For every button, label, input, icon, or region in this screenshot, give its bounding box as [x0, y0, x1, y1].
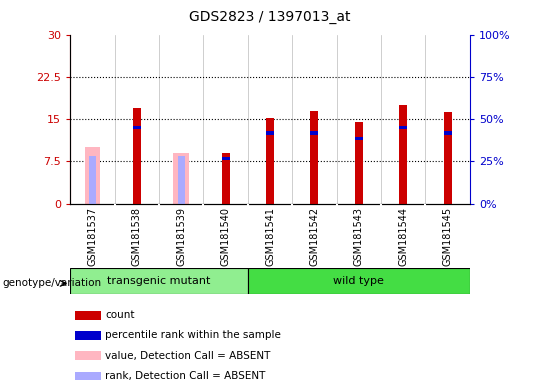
Bar [248, 268, 470, 294]
Text: GSM181538: GSM181538 [132, 207, 142, 266]
Text: percentile rank within the sample: percentile rank within the sample [105, 330, 281, 341]
Bar [133, 126, 141, 129]
Bar [355, 137, 363, 141]
Bar [248, 35, 292, 204]
Text: GSM181537: GSM181537 [87, 207, 97, 266]
Text: GSM181540: GSM181540 [221, 207, 231, 266]
Bar [355, 122, 363, 204]
Text: GDS2823 / 1397013_at: GDS2823 / 1397013_at [189, 10, 351, 23]
Text: count: count [105, 310, 135, 320]
Bar [114, 35, 159, 204]
Bar [310, 131, 319, 135]
Bar [381, 35, 426, 204]
Bar [173, 153, 189, 204]
Text: GSM181545: GSM181545 [443, 207, 453, 266]
Bar [310, 111, 319, 204]
Bar [399, 126, 407, 129]
Bar [75, 351, 101, 360]
Bar [266, 118, 274, 204]
Text: GSM181541: GSM181541 [265, 207, 275, 266]
Bar [75, 372, 101, 381]
Text: rank, Detection Call = ABSENT: rank, Detection Call = ABSENT [105, 371, 266, 381]
Text: value, Detection Call = ABSENT: value, Detection Call = ABSENT [105, 351, 271, 361]
Bar [266, 131, 274, 135]
Bar [443, 112, 451, 204]
Text: GSM181544: GSM181544 [398, 207, 408, 266]
Bar [292, 35, 336, 204]
Text: transgenic mutant: transgenic mutant [107, 276, 211, 286]
Bar [221, 157, 229, 160]
Bar [75, 311, 101, 319]
Bar [221, 153, 229, 204]
Bar [159, 35, 204, 204]
Bar [70, 35, 114, 204]
Text: GSM181542: GSM181542 [309, 207, 319, 266]
Bar [70, 268, 248, 294]
Bar [336, 35, 381, 204]
Bar [133, 108, 141, 204]
Bar [204, 35, 248, 204]
Text: GSM181543: GSM181543 [354, 207, 364, 266]
Bar [89, 156, 96, 204]
Text: GSM181539: GSM181539 [176, 207, 186, 266]
Text: wild type: wild type [333, 276, 384, 286]
Bar [443, 131, 451, 135]
Bar [75, 331, 101, 340]
Bar [399, 105, 407, 204]
Bar [426, 35, 470, 204]
Text: genotype/variation: genotype/variation [3, 278, 102, 288]
Bar [85, 147, 100, 204]
Bar [178, 156, 185, 204]
